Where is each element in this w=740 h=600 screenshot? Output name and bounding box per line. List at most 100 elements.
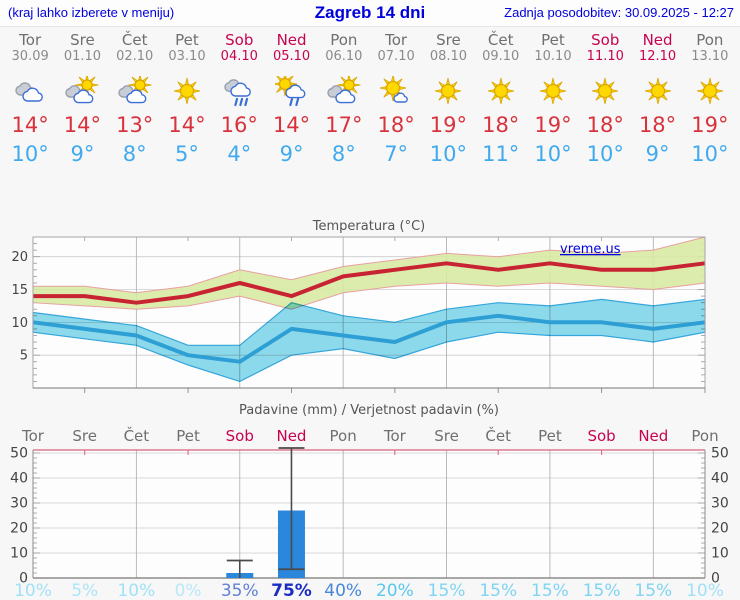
precip-probability-value: 15% bbox=[531, 581, 569, 600]
day-name: Pet bbox=[175, 31, 199, 49]
day-name: Sob bbox=[225, 31, 254, 49]
min-temp-line bbox=[32, 313, 706, 364]
tmax-value: 14° bbox=[63, 113, 102, 137]
max-temperature-row: 14° 14° 13° 14° 16° 14° 17° 18° 19° 18° 19° 18° 18° 1… bbox=[4, 111, 736, 139]
day-date: 13.10 bbox=[691, 49, 729, 64]
weather-icon-partly-cloudy bbox=[56, 76, 108, 108]
tmin-value: 5° bbox=[175, 142, 199, 166]
precip-plot-background bbox=[33, 450, 705, 578]
weather-icon-partly-cloudy bbox=[109, 76, 161, 108]
precipitation-chart: Tor Sre Čet Pet Sob Ned Pon Tor Sre Čet Pet Sob Ned P… bbox=[10, 403, 729, 600]
y-tick-label-left: 50 bbox=[10, 446, 28, 462]
watermark-link[interactable]: vreme.us bbox=[560, 242, 621, 257]
day-date: 05.10 bbox=[272, 49, 311, 64]
page-title: Zagreb 14 dni bbox=[314, 3, 426, 22]
weather-icon-sunny bbox=[161, 76, 213, 108]
day-name: Sob bbox=[591, 31, 620, 49]
day-name: Ned bbox=[642, 31, 673, 49]
y-tick-label: 15 bbox=[11, 283, 28, 298]
precip-day-label: Ned bbox=[276, 427, 306, 445]
tmin-value: 11° bbox=[482, 142, 520, 166]
day-header: Pet 03.10 bbox=[161, 31, 213, 65]
tmin-value: 9° bbox=[279, 142, 304, 166]
min-temperature-row: 10° 9° 8° 5° 4° 9° 8° 7° 10° 11° 10° 10° 9° 10° bbox=[4, 140, 736, 168]
weather-icon-sunny bbox=[422, 76, 474, 108]
day-date: 07.10 bbox=[377, 49, 415, 64]
tmax-value: 19° bbox=[429, 113, 468, 137]
day-date: 02.10 bbox=[116, 49, 154, 64]
tmin-value: 9° bbox=[70, 142, 95, 166]
weather-icon-sunny bbox=[579, 76, 631, 108]
day-header: Ned 05.10 bbox=[265, 31, 317, 65]
day-name: Sre bbox=[70, 31, 95, 49]
precip-probability-value: 0% bbox=[175, 581, 202, 600]
tmin-value: 8° bbox=[331, 142, 356, 166]
precip-day-label: Sre bbox=[72, 427, 97, 445]
precip-probability-value: 75% bbox=[271, 581, 312, 600]
precip-day-label: Sob bbox=[587, 427, 615, 445]
tmin-value: 10° bbox=[586, 142, 624, 166]
day-header: Ned 12.10 bbox=[631, 31, 683, 65]
weather-icon-cloudy bbox=[4, 76, 56, 108]
tmax-value: 19° bbox=[534, 113, 572, 137]
tmax-value: 14° bbox=[272, 113, 311, 137]
day-header-row: Tor 30.09 Sre 01.10 Čet 02.10 Pet 03.10 Sob 04.10… bbox=[4, 31, 736, 65]
day-header: Čet 09.10 bbox=[475, 32, 527, 65]
precip-day-label: Sob bbox=[226, 427, 254, 445]
weather-icon-sunny bbox=[527, 76, 579, 108]
tmin-value: 10° bbox=[534, 142, 572, 166]
weather-icon-sunny bbox=[631, 76, 683, 108]
day-name: Sre bbox=[436, 31, 461, 49]
max-temp-line bbox=[33, 261, 706, 305]
tmax-value: 18° bbox=[586, 113, 624, 137]
day-header: Čet 02.10 bbox=[109, 31, 161, 65]
y-tick-label-right: 10 bbox=[711, 546, 729, 562]
day-date: 08.10 bbox=[429, 49, 468, 64]
temperature-chart: 5 10 15 20 Temperatura (°C) vreme.us bbox=[11, 219, 706, 393]
y-tick-label: 5 bbox=[20, 349, 28, 364]
tmax-value: 18° bbox=[638, 113, 677, 137]
page-header: (kraj lahko izberete v meniju) Zagreb 14… bbox=[0, 0, 740, 27]
tmin-value: 10° bbox=[11, 142, 49, 166]
y-tick-label-right: 30 bbox=[711, 496, 729, 512]
last-update-text: Zadnja posodobitev: 30.09.2025 - 12:27 bbox=[504, 5, 734, 20]
weather-icon-rain bbox=[213, 76, 265, 108]
day-name: Tor bbox=[385, 31, 408, 49]
day-name: Ned bbox=[276, 31, 307, 49]
y-tick-label-left: 10 bbox=[10, 546, 28, 562]
temperature-chart-title: Temperatura (°C) bbox=[312, 219, 425, 234]
tmax-value: 18° bbox=[377, 113, 415, 137]
precip-day-label: Tor bbox=[383, 427, 407, 445]
day-name: Pet bbox=[541, 31, 565, 49]
y-tick-label-right: 0 bbox=[711, 571, 720, 587]
weather-icon-partly-cloudy bbox=[318, 76, 370, 108]
weather-icons-row bbox=[4, 76, 736, 108]
precip-day-label: Ned bbox=[638, 427, 668, 445]
tmin-value: 9° bbox=[645, 142, 670, 166]
y-tick-label-left: 20 bbox=[10, 521, 28, 537]
precip-day-label: Pon bbox=[330, 427, 357, 445]
precip-probability-value: 10% bbox=[117, 581, 155, 600]
precip-probability-value: 5% bbox=[71, 581, 98, 600]
y-tick-label-right: 20 bbox=[711, 521, 729, 537]
y-tick-label: 10 bbox=[11, 316, 28, 331]
tmax-value: 17° bbox=[325, 113, 363, 137]
day-header: Sre 01.10 bbox=[56, 31, 108, 65]
precip-probability-value: 40% bbox=[324, 581, 362, 600]
tmin-value: 7° bbox=[384, 142, 409, 166]
precip-probability-value: 15% bbox=[428, 581, 466, 600]
day-name: Čet bbox=[121, 31, 148, 49]
precip-probability-value: 35% bbox=[221, 581, 259, 600]
precipitation-chart-title: Padavine (mm) / Verjetnost padavin (%) bbox=[239, 403, 499, 418]
day-date: 11.10 bbox=[586, 49, 624, 64]
menu-hint-text: (kraj lahko izberete v meniju) bbox=[8, 5, 175, 20]
precip-probability-value: 20% bbox=[376, 581, 414, 600]
precip-day-label: Čet bbox=[485, 426, 511, 445]
precip-day-label: Pet bbox=[176, 427, 200, 445]
tmax-value: 14° bbox=[11, 113, 49, 137]
y-tick-label-left: 0 bbox=[19, 571, 28, 587]
day-header: Sre 08.10 bbox=[422, 31, 474, 65]
day-name: Pon bbox=[696, 31, 724, 49]
y-tick-label-right: 50 bbox=[711, 446, 729, 462]
